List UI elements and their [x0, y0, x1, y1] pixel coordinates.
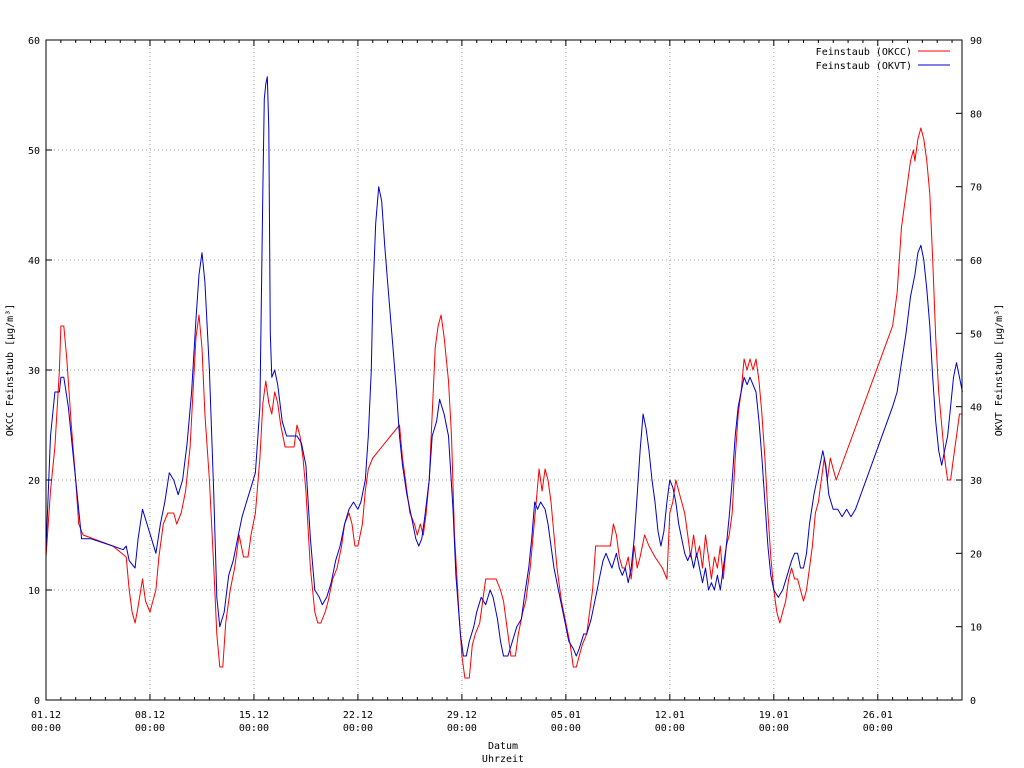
- y-left-tick-label: 10: [28, 586, 40, 597]
- x-tick-label-date: 29.12: [447, 710, 477, 721]
- x-tick-label-time: 00:00: [551, 723, 581, 734]
- y-axis-left-label: OKCC Feinstaub [µg/m³]: [5, 304, 16, 436]
- y-left-tick-label: 60: [28, 36, 40, 47]
- y-right-tick-label: 0: [970, 696, 976, 707]
- x-tick-label-date: 15.12: [239, 710, 269, 721]
- series-line-okcc: [45, 127, 963, 679]
- y-axis-right-label: OKVT Feinstaub [µg/m³]: [994, 304, 1005, 436]
- legend-label-okvt: Feinstaub (OKVT): [816, 61, 912, 72]
- x-tick-label-date: 26.01: [863, 710, 893, 721]
- y-left-tick-label: 0: [34, 696, 40, 707]
- plot-series: [45, 76, 963, 679]
- legend-label-okcc: Feinstaub (OKCC): [816, 47, 912, 58]
- y-right-tick-label: 40: [970, 403, 982, 414]
- x-tick-label-date: 08.12: [135, 710, 165, 721]
- x-axis-label-time: Uhrzeit: [482, 754, 524, 765]
- axis-ticks: [45, 39, 962, 701]
- y-left-tick-label: 40: [28, 256, 40, 267]
- x-tick-label-time: 00:00: [759, 723, 789, 734]
- y-right-tick-label: 90: [970, 36, 982, 47]
- y-right-tick-label: 20: [970, 549, 982, 560]
- x-tick-label-time: 00:00: [447, 723, 477, 734]
- y-right-tick-label: 70: [970, 183, 982, 194]
- y-left-tick-label: 50: [28, 146, 40, 157]
- x-tick-label-date: 01.12: [31, 710, 61, 721]
- axis-tick-labels: 0 10 20 30 40 50 60 0 10 20 30 40 50 60 70 80 90 01.12 00:…: [28, 36, 982, 734]
- x-tick-label-date: 12.01: [655, 710, 685, 721]
- y-right-tick-label: 10: [970, 623, 982, 634]
- x-tick-label-time: 00:00: [343, 723, 373, 734]
- x-tick-label-time: 00:00: [863, 723, 893, 734]
- x-tick-label-date: 22.12: [343, 710, 373, 721]
- y-right-tick-label: 50: [970, 329, 982, 340]
- y-right-tick-label: 30: [970, 476, 982, 487]
- x-tick-label-time: 00:00: [655, 723, 685, 734]
- y-right-tick-label: 80: [970, 109, 982, 120]
- legend: Feinstaub (OKCC) Feinstaub (OKVT): [816, 47, 950, 72]
- y-right-tick-label: 60: [970, 256, 982, 267]
- x-tick-label-date: 19.01: [759, 710, 789, 721]
- x-tick-label-time: 00:00: [31, 723, 61, 734]
- x-tick-label-date: 05.01: [551, 710, 581, 721]
- y-left-tick-label: 30: [28, 366, 40, 377]
- grid-lines: [46, 40, 962, 700]
- x-tick-label-time: 00:00: [135, 723, 165, 734]
- x-axis-label-date: Datum: [488, 741, 518, 752]
- y-left-tick-label: 20: [28, 476, 40, 487]
- x-tick-label-time: 00:00: [239, 723, 269, 734]
- series-line-okvt: [45, 76, 963, 657]
